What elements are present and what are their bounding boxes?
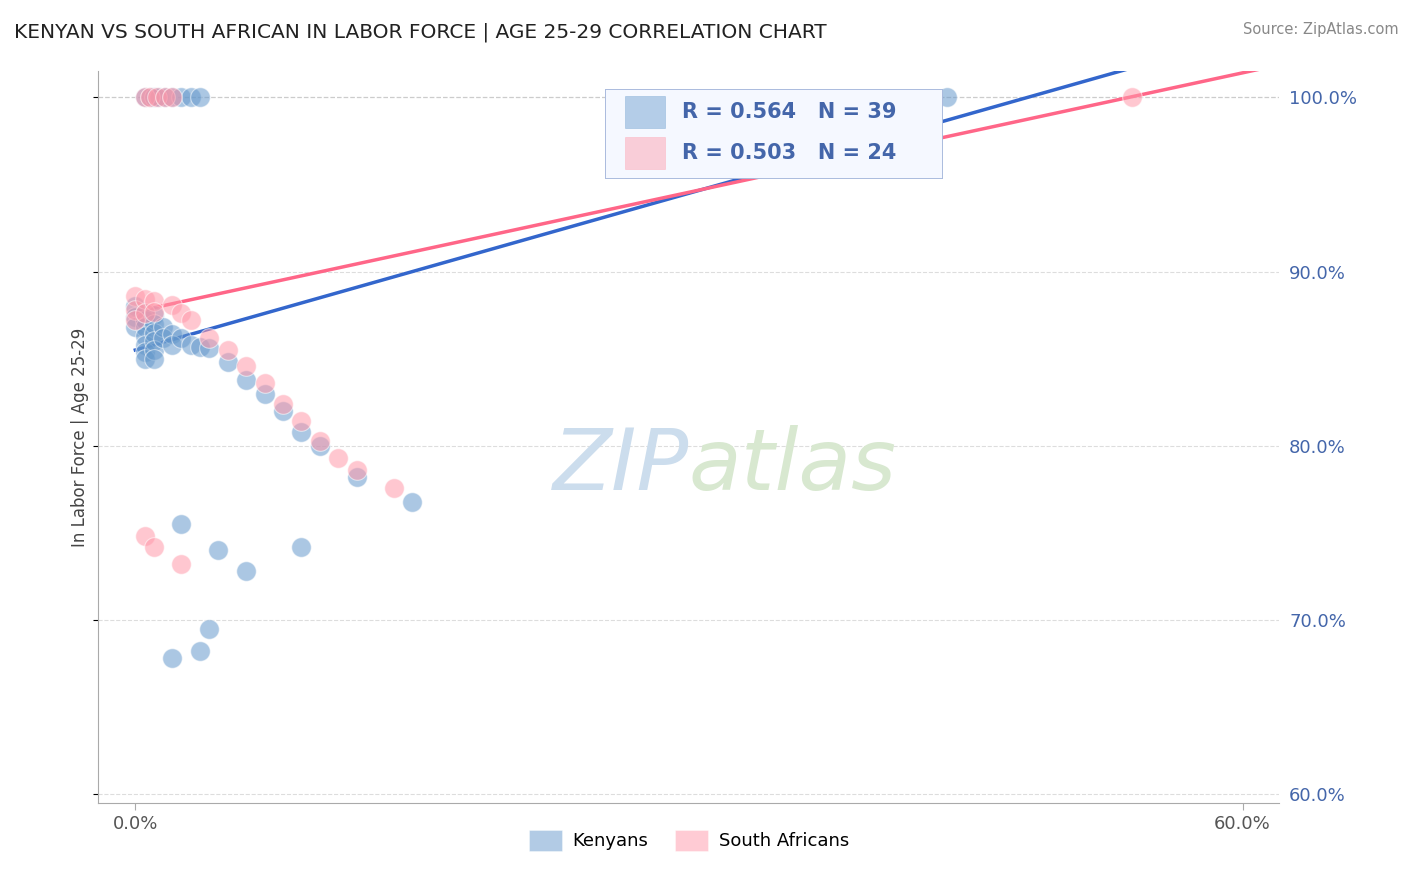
Point	[142, 294, 165, 309]
Point	[134, 293, 156, 307]
Point	[188, 90, 211, 104]
Point	[142, 90, 165, 104]
Point	[382, 481, 405, 495]
Point	[134, 344, 156, 359]
Point	[124, 313, 146, 327]
Point	[134, 90, 156, 104]
Point	[235, 373, 257, 387]
Point	[142, 334, 165, 349]
Point	[309, 439, 332, 453]
Point	[139, 90, 162, 104]
Point	[180, 90, 202, 104]
Point	[401, 494, 423, 508]
Point	[153, 90, 176, 104]
Point	[290, 425, 312, 439]
Point	[1121, 90, 1143, 104]
Point	[188, 644, 211, 658]
Point	[162, 338, 183, 352]
Point	[162, 90, 183, 104]
Point	[134, 306, 156, 320]
Point	[198, 622, 221, 636]
Point	[170, 558, 193, 572]
Point	[134, 338, 156, 352]
Point	[134, 529, 156, 543]
Point	[217, 343, 239, 357]
Point	[235, 359, 257, 373]
Point	[170, 306, 193, 320]
Point	[271, 397, 294, 411]
Point	[162, 327, 183, 342]
Point	[142, 540, 165, 554]
Point	[328, 450, 350, 465]
Point	[142, 317, 165, 331]
Text: KENYAN VS SOUTH AFRICAN IN LABOR FORCE | AGE 25-29 CORRELATION CHART: KENYAN VS SOUTH AFRICAN IN LABOR FORCE |…	[14, 22, 827, 42]
Point	[309, 434, 332, 448]
Y-axis label: In Labor Force | Age 25-29: In Labor Force | Age 25-29	[70, 327, 89, 547]
Point	[152, 331, 174, 345]
Point	[346, 463, 368, 477]
Point	[124, 320, 146, 334]
Point	[134, 313, 156, 327]
Point	[217, 355, 239, 369]
Point	[142, 343, 165, 357]
Legend: Kenyans, South Africans: Kenyans, South Africans	[520, 821, 858, 860]
Point	[134, 90, 156, 104]
Bar	[624, 137, 665, 169]
Point	[170, 90, 193, 104]
Point	[124, 302, 146, 317]
Point	[142, 308, 165, 322]
Text: atlas: atlas	[689, 425, 897, 508]
Point	[142, 304, 165, 318]
Text: R = 0.564   N = 39: R = 0.564 N = 39	[682, 103, 897, 122]
Point	[271, 404, 294, 418]
Point	[253, 386, 276, 401]
Point	[134, 351, 156, 366]
Point	[170, 331, 193, 345]
Point	[146, 90, 169, 104]
Point	[152, 320, 174, 334]
Point	[162, 651, 183, 665]
Point	[134, 329, 156, 343]
Point	[180, 338, 202, 352]
Point	[290, 414, 312, 428]
Point	[148, 90, 170, 104]
Point	[253, 376, 276, 390]
Point	[936, 90, 959, 104]
Point	[134, 306, 156, 320]
Point	[346, 470, 368, 484]
Point	[290, 540, 312, 554]
Point	[198, 331, 221, 345]
Point	[153, 90, 176, 104]
Point	[124, 300, 146, 314]
Point	[235, 564, 257, 578]
Text: Source: ZipAtlas.com: Source: ZipAtlas.com	[1243, 22, 1399, 37]
Point	[198, 341, 221, 355]
Point	[188, 339, 211, 353]
Point	[180, 313, 202, 327]
Text: ZIP: ZIP	[553, 425, 689, 508]
Bar	[624, 96, 665, 128]
Text: R = 0.503   N = 24: R = 0.503 N = 24	[682, 144, 897, 163]
Point	[170, 517, 193, 532]
Point	[139, 90, 162, 104]
Point	[142, 351, 165, 366]
Point	[124, 310, 146, 324]
Point	[162, 298, 183, 312]
Point	[142, 326, 165, 340]
Point	[162, 90, 183, 104]
Point	[134, 320, 156, 334]
Point	[124, 289, 146, 303]
Point	[207, 543, 229, 558]
